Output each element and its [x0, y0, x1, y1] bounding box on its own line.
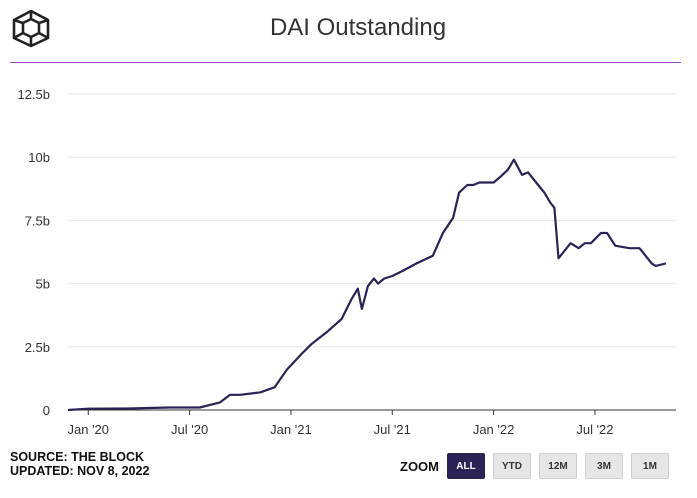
x-tick-label: Jul '21	[374, 422, 411, 437]
zoom-ytd-button[interactable]: YTD	[493, 453, 531, 479]
source-text: SOURCE: THE BLOCK	[10, 450, 145, 464]
zoom-all-button[interactable]: ALL	[447, 453, 485, 479]
zoom-1m-button[interactable]: 1M	[631, 453, 669, 479]
zoom-3m-button[interactable]: 3M	[585, 453, 623, 479]
y-tick-label: 5b	[36, 277, 50, 292]
updated-text: UPDATED: NOV 8, 2022	[10, 464, 150, 478]
x-tick-label: Jan '21	[270, 422, 312, 437]
x-tick-label: Jan '20	[68, 422, 110, 437]
y-tick-label: 7.5b	[25, 213, 50, 228]
the-block-logo-icon	[12, 9, 50, 48]
zoom-12m-button[interactable]: 12M	[539, 453, 577, 479]
series-line-dai-outstanding	[67, 158, 667, 412]
x-tick-label: Jan '22	[473, 422, 515, 437]
y-tick-label: 2.5b	[25, 340, 50, 355]
y-tick-label: 10b	[28, 150, 50, 165]
x-tick-label: Jul '20	[171, 422, 208, 437]
footer-credits: SOURCE: THE BLOCK UPDATED: NOV 8, 2022	[10, 450, 149, 478]
zoom-controls: ZOOM ALL YTD 12M 3M 1M	[400, 452, 677, 480]
chart-title: DAI Outstanding	[269, 14, 447, 41]
y-tick-label: 12.5b	[17, 87, 50, 102]
title-divider	[10, 62, 681, 63]
x-tick-label: Jul '22	[576, 422, 613, 437]
zoom-label: ZOOM	[400, 458, 439, 474]
line-chart: 0 2.5b 5b 7.5b 10b 12.5b Jan '20 Jul '20 Jan '21…	[17, 87, 676, 437]
y-tick-label: 0	[43, 403, 50, 418]
